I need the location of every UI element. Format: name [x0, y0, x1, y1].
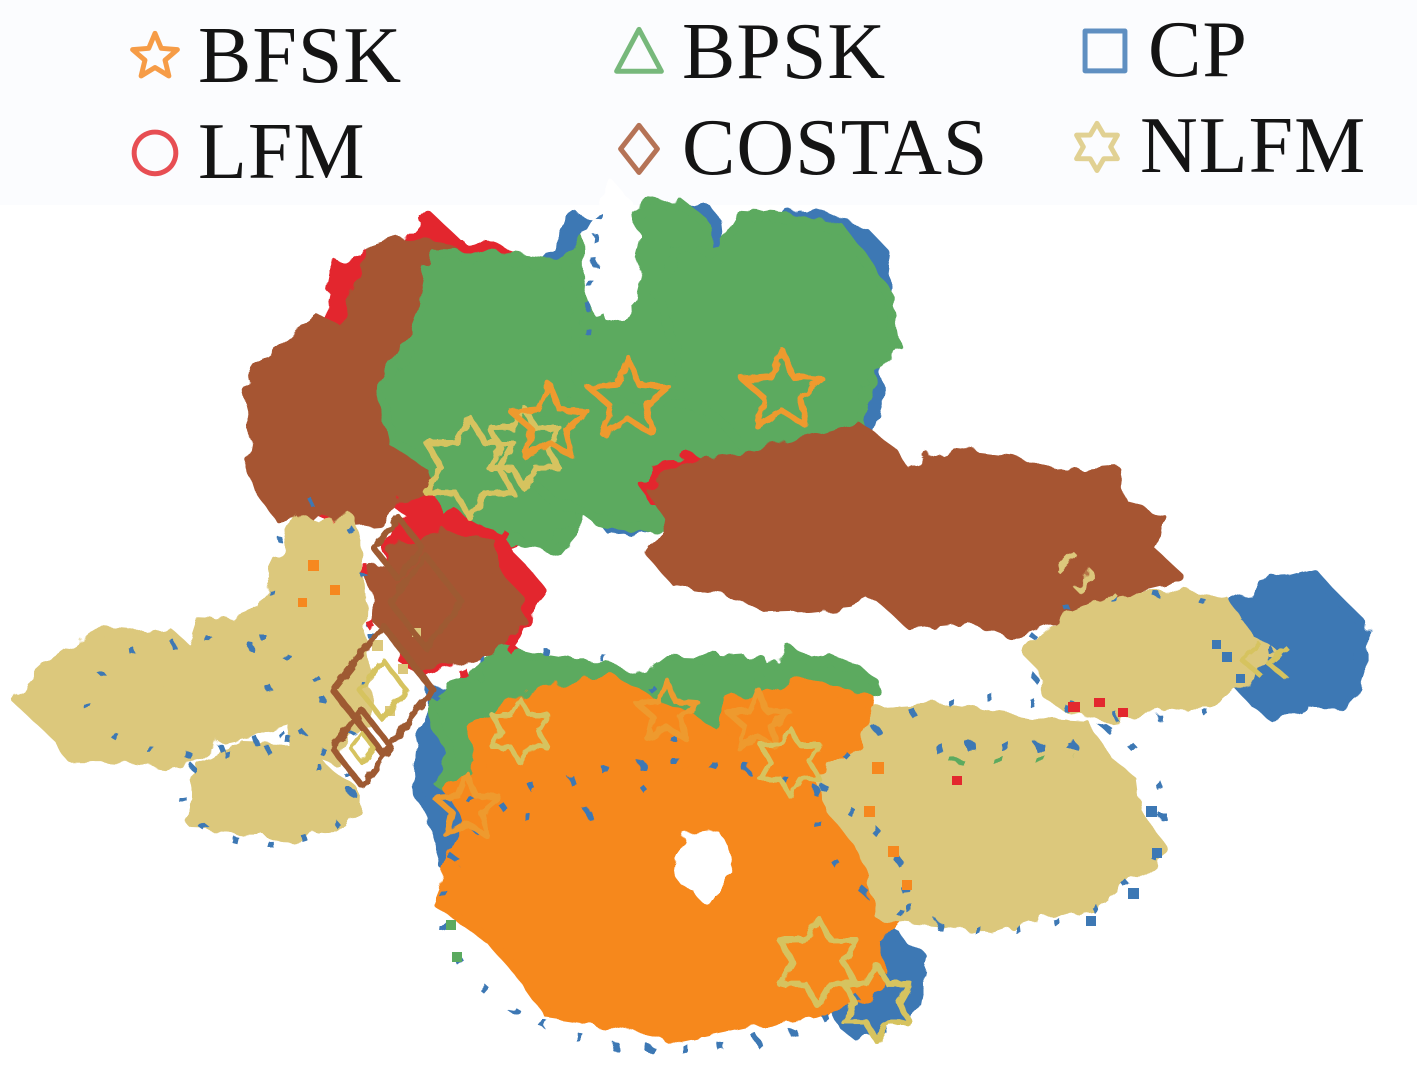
- speck-bpsk: [452, 952, 462, 962]
- speck-cp: [1236, 674, 1245, 683]
- legend-item-nlfm: NLFM: [1068, 106, 1366, 186]
- outline-marker-star5-bfsk: [431, 771, 503, 839]
- edge-specks-cp: [420, 646, 676, 822]
- speck-trail-nlfm: [1054, 550, 1076, 572]
- outline-marker-star5-bfsk: [585, 355, 671, 437]
- outline-marker-star5-bfsk: [508, 381, 590, 460]
- legend-item-cp: CP: [1076, 10, 1248, 90]
- speck-cp: [1146, 806, 1157, 817]
- legend-label-bpsk: BPSK: [682, 8, 887, 96]
- speck-bfsk: [872, 762, 884, 774]
- legend-item-bfsk: BFSK: [126, 16, 402, 96]
- speck-trail-nlfm: [1094, 590, 1116, 612]
- edge-specks-cp: [83, 636, 327, 760]
- speck-bfsk: [330, 585, 340, 595]
- speck-lfm: [1118, 708, 1128, 717]
- cp-square-marker-icon: [1082, 28, 1128, 74]
- legend-label-bfsk: BFSK: [198, 12, 403, 100]
- speck-bfsk: [902, 880, 912, 890]
- speck-bpsk: [446, 920, 456, 930]
- legend-item-bpsk: BPSK: [610, 12, 886, 92]
- legend-label-cp: CP: [1148, 6, 1248, 94]
- cluster-blob-nlfm: [1024, 590, 1281, 722]
- nlfm-star6-marker-icon: [1074, 120, 1120, 173]
- outline-marker-star6-nlfm: [423, 415, 517, 521]
- outline-marker-star6-nlfm: [486, 405, 562, 491]
- speck-bfsk: [864, 806, 875, 817]
- legend-item-costas: COSTAS: [610, 108, 988, 188]
- bfsk-star-marker-icon: [130, 30, 180, 79]
- outline-marker-star6-nlfm: [776, 915, 860, 1009]
- outline-marker-star5-bfsk: [633, 678, 701, 742]
- legend-item-lfm: LFM: [126, 112, 366, 192]
- legend-glyph-bfsk: [130, 30, 180, 79]
- outline-marker-diamond-costas: [370, 514, 426, 582]
- speck-nlfm: [352, 688, 362, 698]
- speck-trail-cp: [933, 739, 1099, 752]
- speck-nlfm: [340, 520, 349, 529]
- speck-bfsk: [298, 598, 307, 607]
- speck-cp: [1212, 640, 1221, 649]
- legend-glyph-costas: [618, 122, 660, 175]
- point-specks: [298, 520, 1245, 962]
- edge-specks-lfm: [361, 510, 537, 678]
- outline-marker-diamond-costas: [387, 553, 465, 651]
- outline-marker-star6-nlfm: [758, 725, 822, 799]
- outline-marker-star5-bfsk: [724, 687, 792, 751]
- legend-label-costas: COSTAS: [682, 104, 989, 192]
- legend-glyph-bpsk: [614, 26, 664, 74]
- outline-marker-star5-bfsk: [739, 347, 825, 429]
- speck-bfsk: [888, 846, 899, 857]
- speck-lfm: [952, 776, 962, 785]
- speck-cp: [1222, 652, 1232, 662]
- outline-marker-diamond-costas: [329, 707, 395, 789]
- outline-marker-star6-nlfm: [841, 962, 913, 1044]
- speck-bfsk: [308, 560, 319, 571]
- legend-glyph-cp: [1082, 28, 1128, 74]
- speck-nlfm: [372, 640, 383, 651]
- legend-background: [0, 0, 1417, 205]
- outline-marker-diamond-costas: [329, 622, 437, 758]
- lfm-circle-marker-icon: [131, 129, 179, 177]
- outline-marker-chevron-nlfm: [1239, 642, 1263, 678]
- legend-label-lfm: LFM: [198, 108, 366, 196]
- speck-nlfm: [312, 540, 322, 550]
- costas-diamond-marker-icon: [618, 122, 660, 175]
- edge-specks-cp: [178, 736, 358, 848]
- legend-glyph-lfm: [131, 129, 179, 177]
- cluster-blobs: [14, 181, 1368, 1054]
- edge-specks-cp: [438, 758, 914, 1054]
- speck-lfm: [1068, 702, 1080, 712]
- outline-markers: [329, 347, 1289, 1044]
- cluster-blob-nlfm: [814, 703, 1168, 934]
- cluster-blob-white: [673, 831, 734, 902]
- outline-marker-star6-nlfm: [489, 696, 551, 766]
- legend-glyph-nlfm: [1074, 120, 1120, 173]
- speck-cp: [1086, 916, 1096, 926]
- speck-cp: [1152, 848, 1162, 858]
- legend-label-nlfm: NLFM: [1140, 102, 1367, 190]
- outline-marker-diamond-nlfm: [348, 731, 376, 765]
- speck-nlfm: [398, 664, 408, 674]
- outline-marker-chevron-nlfm: [1265, 645, 1289, 681]
- outline-marker-diamond-nlfm: [357, 657, 409, 723]
- edge-specks-cp: [816, 694, 1168, 934]
- speck-lfm: [1094, 698, 1105, 707]
- cluster-blob-white: [582, 181, 641, 325]
- speck-cp: [1128, 888, 1139, 899]
- bpsk-triangle-marker-icon: [614, 26, 664, 74]
- speck-trail-nlfm: [1074, 570, 1096, 592]
